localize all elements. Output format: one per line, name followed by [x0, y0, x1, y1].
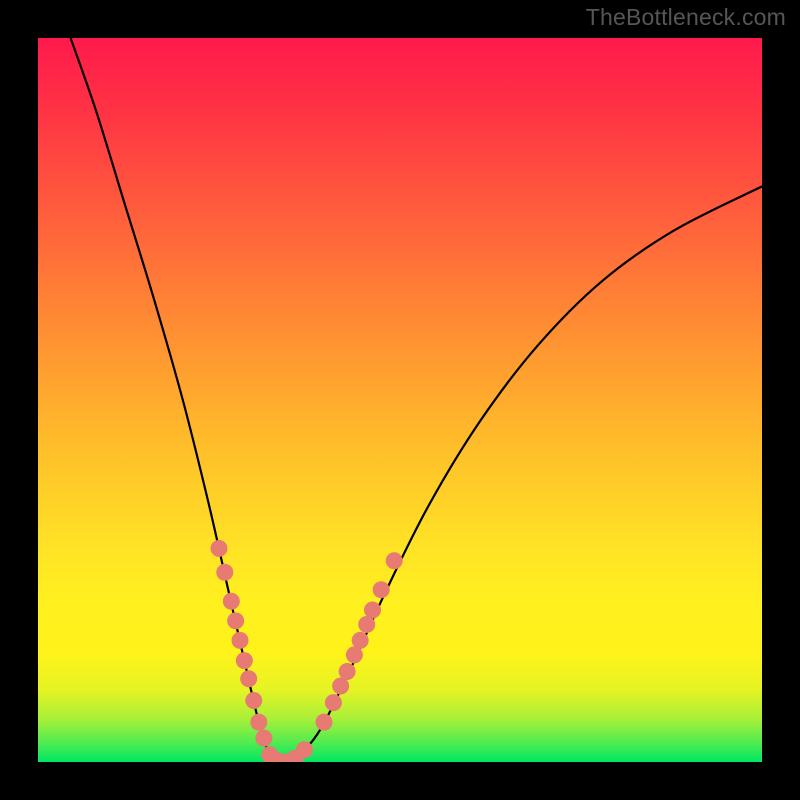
data-marker [364, 601, 381, 618]
data-marker [339, 663, 356, 680]
chart-svg [38, 38, 762, 762]
data-marker [227, 612, 244, 629]
data-marker [325, 694, 342, 711]
watermark-text: TheBottleneck.com [586, 4, 786, 31]
data-marker [315, 714, 332, 731]
data-marker [245, 692, 262, 709]
data-marker [332, 677, 349, 694]
data-marker [250, 714, 267, 731]
data-marker [240, 670, 257, 687]
data-marker [223, 593, 240, 610]
data-marker [255, 730, 272, 747]
data-marker [373, 581, 390, 598]
data-marker [236, 652, 253, 669]
frame-border-bottom [0, 762, 800, 800]
data-marker [346, 646, 363, 663]
data-marker [352, 632, 369, 649]
frame-border-right [762, 0, 800, 800]
data-marker [358, 616, 375, 633]
data-marker [216, 564, 233, 581]
data-marker [296, 741, 313, 758]
data-marker [386, 552, 403, 569]
data-marker [211, 540, 228, 557]
plot-area [38, 38, 762, 762]
frame-border-left [0, 0, 38, 800]
data-marker [232, 632, 249, 649]
gradient-background [38, 38, 762, 762]
